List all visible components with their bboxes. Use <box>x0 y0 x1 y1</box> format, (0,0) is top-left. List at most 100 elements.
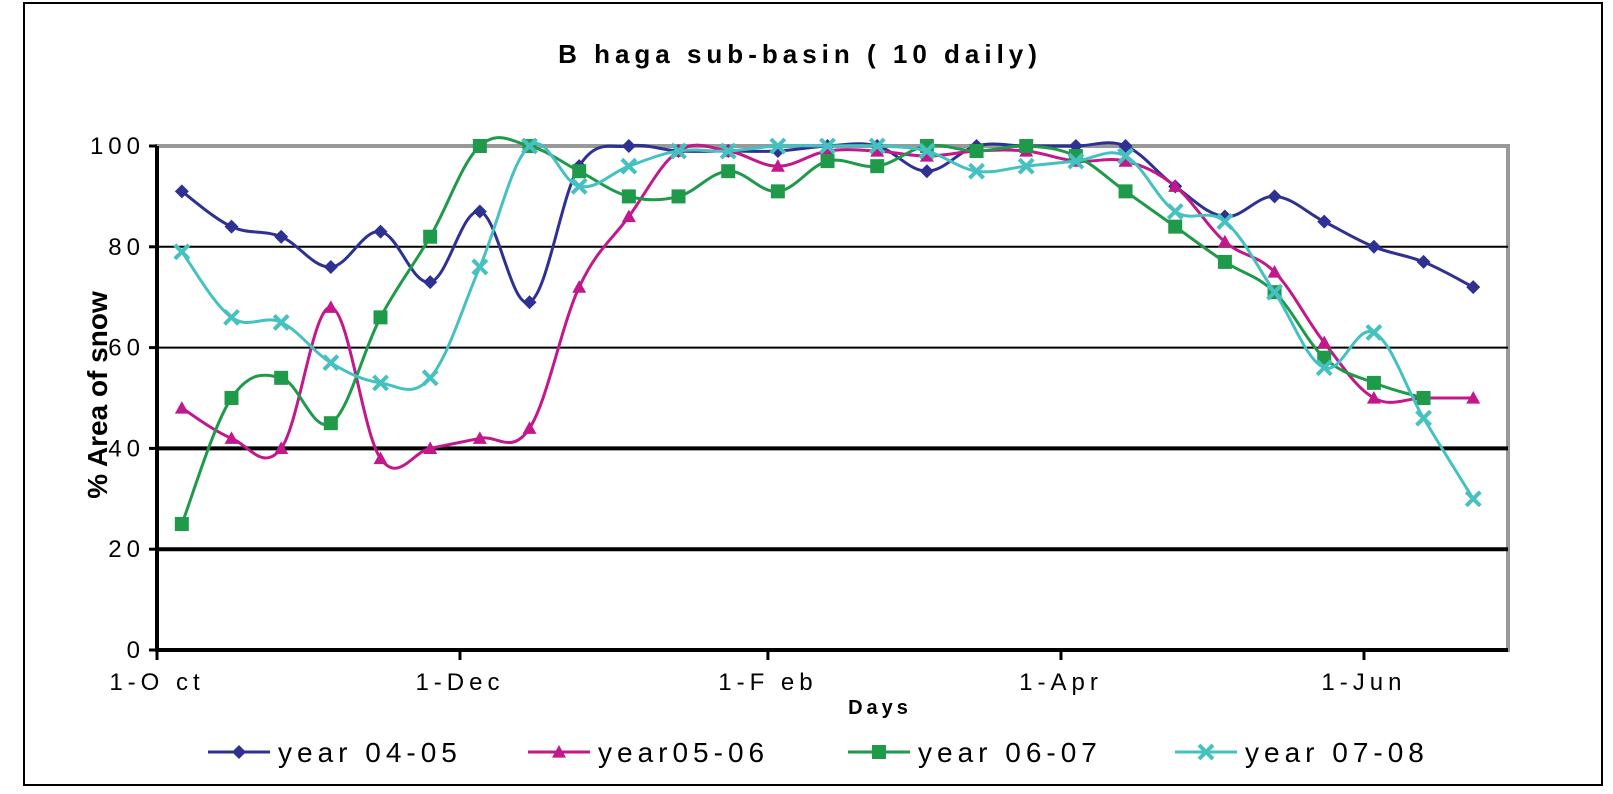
data-point-series-4 <box>322 354 340 372</box>
series-line-3 <box>180 136 1424 525</box>
data-point-series-1 <box>224 219 239 234</box>
data-point-series-2 <box>1366 391 1381 404</box>
x-marker-stroke <box>968 162 985 180</box>
x-tick-label: 1-O ct <box>109 669 204 696</box>
y-tick-label: 0 <box>127 637 145 664</box>
data-point-series-4 <box>1365 324 1383 341</box>
data-point-series-1 <box>522 295 537 310</box>
plot-border <box>155 144 1510 652</box>
data-point-series-3 <box>1217 254 1232 269</box>
data-point-series-3 <box>820 154 835 169</box>
y-tick-label: 60 <box>108 335 145 362</box>
data-point-series-3 <box>423 229 438 244</box>
data-point-series-2 <box>572 280 587 293</box>
data-point-series-3 <box>721 164 736 179</box>
data-point-series-3 <box>572 164 587 179</box>
data-point-series-4 <box>670 142 687 160</box>
data-point-series-4 <box>769 137 787 155</box>
data-point-series-1 <box>1267 189 1282 204</box>
data-point-series-4 <box>1464 490 1482 508</box>
y-axis-label: % Area of snow <box>82 291 113 499</box>
data-point-series-4 <box>173 243 191 261</box>
data-point-series-3 <box>770 184 785 199</box>
x-marker-stroke <box>1117 147 1134 165</box>
data-point-series-4 <box>372 374 389 392</box>
data-point-series-4 <box>819 137 836 155</box>
legend-marker <box>872 745 886 759</box>
data-point-series-2 <box>820 144 835 157</box>
data-point-series-1 <box>621 139 636 153</box>
x-marker-stroke <box>1464 490 1482 508</box>
data-point-series-2 <box>423 441 438 454</box>
legend-label: year05-06 <box>598 737 769 768</box>
data-point-series-2 <box>1267 265 1282 278</box>
data-point-series-3 <box>224 391 239 405</box>
x-marker-stroke <box>471 258 489 276</box>
data-point-series-4 <box>620 157 638 175</box>
data-point-series-4 <box>272 313 290 331</box>
x-tick-label: 1-Dec <box>415 669 504 696</box>
data-point-series-4 <box>421 369 439 387</box>
data-point-series-3 <box>870 159 885 174</box>
x-tick-label: 1-Apr <box>1019 669 1103 696</box>
x-marker-stroke <box>1315 359 1333 377</box>
data-point-series-2 <box>919 149 934 162</box>
legend: year 04-05 year05-06 year 06-07 year 07-08 <box>208 737 1429 768</box>
data-point-series-3 <box>969 144 984 159</box>
x-marker-stroke <box>1067 152 1085 170</box>
data-point-series-2 <box>1118 154 1133 167</box>
data-point-series-2 <box>522 421 537 434</box>
data-point-series-4 <box>719 142 737 160</box>
chart-frame <box>23 2 1603 786</box>
y-tick-label: 40 <box>108 435 145 462</box>
x-axis-label: Days <box>848 697 912 719</box>
data-point-series-1 <box>174 184 189 199</box>
x-marker-stroke <box>223 308 240 326</box>
chart-title: B haga sub-basin ( 10 daily) <box>558 39 1042 69</box>
data-point-series-4 <box>1166 203 1184 220</box>
data-point-series-4 <box>868 137 886 155</box>
x-marker-stroke <box>719 142 737 160</box>
data-point-series-1 <box>423 275 438 290</box>
data-point-series-3 <box>373 310 388 325</box>
data-point-series-1 <box>1416 254 1431 269</box>
data-point-series-1 <box>274 229 289 244</box>
x-marker-stroke <box>1216 213 1234 231</box>
data-point-series-2 <box>1217 234 1232 248</box>
y-tick-label: 100 <box>90 133 145 160</box>
data-point-series-2 <box>323 300 338 313</box>
x-marker-stroke <box>1166 203 1184 220</box>
data-point-series-3 <box>174 517 189 531</box>
data-point-series-4 <box>521 137 538 155</box>
data-point-series-4 <box>1117 147 1134 165</box>
series-line-2 <box>181 143 1474 470</box>
data-point-series-1 <box>472 204 487 219</box>
y-tick-label: 20 <box>108 536 145 563</box>
data-point-series-1 <box>373 224 388 239</box>
legend-marker <box>552 745 566 758</box>
data-point-series-4 <box>570 177 588 195</box>
data-point-series-1 <box>919 164 934 179</box>
legend-marker <box>232 745 246 759</box>
data-point-series-4 <box>1017 157 1035 175</box>
data-point-series-3 <box>1019 139 1034 153</box>
legend-label: year 07-08 <box>1245 737 1429 768</box>
plot-area: 0 20 40 60 80 100 1-O ct 1-Dec 1-F eb 1-Apr 1-Jun <box>90 133 1510 696</box>
data-point-series-3 <box>1416 391 1431 405</box>
x-marker-stroke <box>521 137 538 155</box>
data-point-series-4 <box>1067 152 1085 170</box>
x-marker-stroke <box>1266 283 1283 301</box>
legend-label: year 06-07 <box>918 737 1102 768</box>
data-point-series-3 <box>621 189 636 204</box>
x-marker-stroke <box>421 369 439 387</box>
data-point-series-2 <box>1466 391 1481 404</box>
data-point-series-3 <box>323 416 338 431</box>
data-point-series-4 <box>1266 283 1283 301</box>
data-point-series-2 <box>472 431 487 444</box>
data-point-series-2 <box>174 401 189 414</box>
data-point-series-4 <box>223 308 240 326</box>
x-marker-stroke <box>1365 324 1383 341</box>
data-point-series-2 <box>274 441 289 454</box>
data-point-series-3 <box>274 370 289 385</box>
